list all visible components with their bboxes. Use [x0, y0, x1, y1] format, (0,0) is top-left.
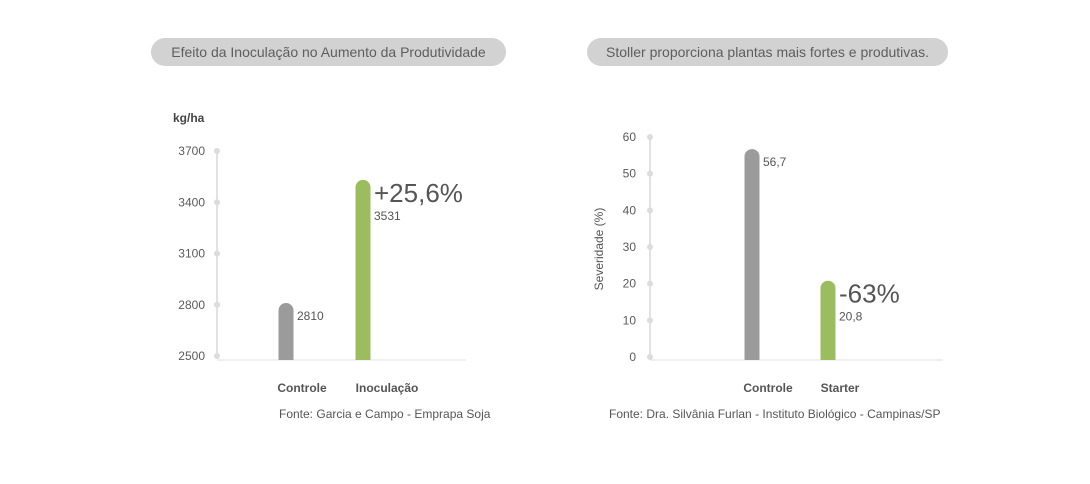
value-label: 3531 [374, 209, 401, 223]
chart-2-title: Stoller proporciona plantas mais fortes … [606, 44, 929, 60]
y-tick-dot [647, 134, 653, 140]
bar-base [820, 352, 836, 360]
y-tick-dot [214, 148, 220, 154]
chart-1-title: Efeito da Inoculação no Aumento da Produ… [171, 44, 486, 60]
y-tick-label: 30 [623, 240, 637, 254]
y-tick-label: 3400 [178, 195, 205, 209]
category-label: Controle [743, 381, 793, 395]
percent-annotation: -63% [839, 279, 900, 309]
y-tick-dot [214, 301, 220, 308]
chart-2: Severidade (%) 0 10 20 30 40 50 60 Controle 56,… [592, 130, 943, 421]
bar-starter [820, 280, 836, 360]
y-tick-dot [214, 353, 220, 359]
y-tick-label: 2500 [178, 349, 205, 363]
chart-1-title-pill: Efeito da Inoculação no Aumento da Produ… [151, 38, 506, 66]
category-label: Inoculação [356, 381, 419, 395]
bar-controle [744, 149, 760, 360]
bar-controle [278, 303, 294, 360]
y-tick-label: 3100 [178, 247, 205, 261]
y-tick-label: 20 [623, 277, 637, 291]
chart-1-source: Fonte: Garcia e Campo - Emprapa Soja [279, 407, 491, 421]
y-tick-dot [647, 354, 653, 360]
y-tick-label: 0 [629, 350, 636, 364]
y-tick-dot [214, 199, 220, 206]
y-tick-label: 60 [623, 130, 637, 144]
y-tick-label: 2800 [178, 298, 205, 312]
category-label: Starter [821, 381, 860, 395]
value-label: 56,7 [763, 155, 787, 169]
y-tick-dot [647, 207, 653, 214]
y-tick-dot [214, 250, 220, 257]
chart-1: kg/ha 2500 2800 3100 3400 3700 Controle 2810 I… [173, 111, 491, 421]
y-tick-dot [647, 280, 653, 287]
y-tick-dot [647, 317, 653, 324]
chart-2-source: Fonte: Dra. Silvânia Furlan - Instituto … [609, 407, 940, 421]
chart-1-y-unit: kg/ha [173, 111, 205, 125]
y-tick-label: 10 [623, 313, 637, 327]
category-label: Controle [277, 381, 327, 395]
y-tick-label: 50 [623, 167, 637, 181]
bar-base [278, 352, 294, 360]
value-label: 2810 [297, 309, 324, 323]
chart-2-y-label: Severidade (%) [592, 208, 606, 291]
chart-2-title-pill: Stoller proporciona plantas mais fortes … [587, 38, 948, 66]
value-label: 20,8 [839, 310, 863, 324]
percent-annotation: +25,6% [374, 178, 463, 208]
bar-base [744, 352, 760, 360]
bar-inoculação [355, 179, 371, 360]
y-tick-label: 3700 [178, 144, 205, 158]
y-tick-dot [647, 244, 653, 250]
bar-base [355, 352, 371, 360]
y-tick-label: 40 [623, 203, 637, 217]
y-tick-dot [647, 170, 653, 177]
